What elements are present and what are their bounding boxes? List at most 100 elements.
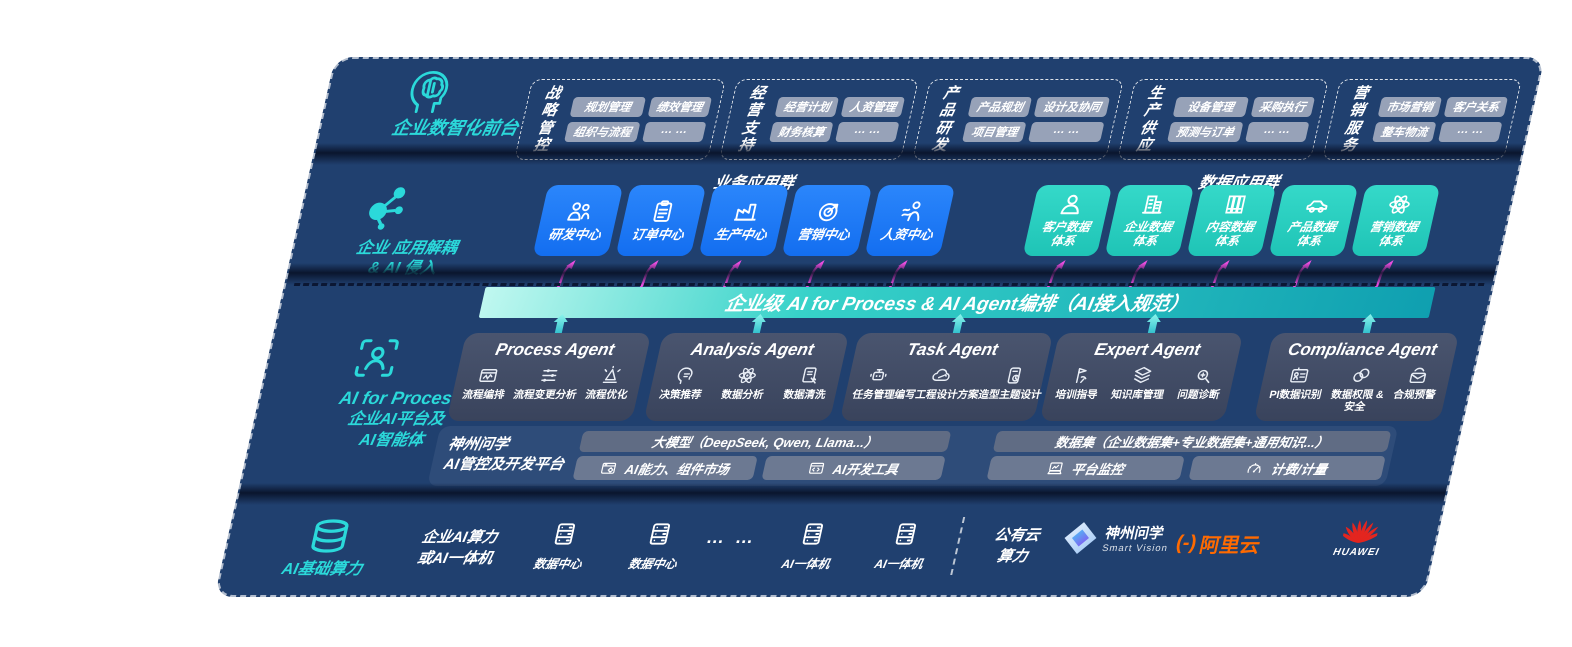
group-title: 营销 服务 <box>1333 85 1377 154</box>
chip: 市场营销 <box>1377 97 1443 117</box>
agent-capability: 合规预警 <box>1392 365 1442 401</box>
group-chips: 经营计划 人资管理 财务核算 … … <box>769 97 906 142</box>
business-app-row: 研发中心 订单中心 生产中心 营销中心 人资中心 <box>532 185 956 256</box>
group-strategy: 战略 管控 规划管理 绩效管理 组织与流程 … … <box>513 79 726 160</box>
data-box-label: 客户数据 <box>1040 220 1092 235</box>
capability-label: 问题诊断 <box>1176 389 1221 401</box>
capability-label: 决策推荐 <box>658 389 703 401</box>
group-title-line: 生产 <box>1142 85 1166 120</box>
group-chips: 市场营销 客户关系 整车物流 … … <box>1372 97 1509 142</box>
group-title-line: 供应 <box>1134 119 1158 154</box>
cell-label: 平台监控 <box>1069 461 1126 477</box>
group-title-line: 战略 <box>539 85 563 120</box>
ai-appliance-node: AI一体机 <box>859 519 947 572</box>
chip: 人资管理 <box>840 97 906 117</box>
group-title-line: 管控 <box>531 119 555 154</box>
data-box-label: 内容数据 <box>1204 220 1256 235</box>
data-box-label: 体系 <box>1295 234 1323 248</box>
agent-title: Expert Agent <box>1092 340 1203 359</box>
data-box-product: 产品数据 体系 <box>1268 185 1359 256</box>
process-agent-panel: Process Agent 流程编排 流程变更分析 流程优化 <box>446 333 652 421</box>
app-layer-label-line: & AI 侵入 <box>366 260 439 277</box>
architecture-diagram: 企业数智化前台 战略 管控 规划管理 绩效管理 组织与流程 … … 经营 支持 <box>214 57 1546 597</box>
cell-label: 计费/计量 <box>1269 461 1329 477</box>
model-header: 大模型（DeepSeek, Qwen, Llama...） <box>578 431 952 452</box>
node-label: 数据中心 <box>627 557 679 571</box>
compliance-agent-panel: Compliance Agent PI数据识别 数据权限 & 安全 合规预警 <box>1253 333 1460 421</box>
group-product: 产品 研发 产品规划 设计及协同 项目管理 … … <box>912 79 1124 160</box>
chip: 产品规划 <box>967 97 1033 117</box>
team-icon <box>567 201 593 221</box>
app-box-label: 研发中心 <box>547 226 603 242</box>
capability-label: 培训指导 <box>1054 389 1099 401</box>
chip: 组织与流程 <box>564 122 641 142</box>
platform-monitor-cell: 平台监控 <box>986 456 1185 480</box>
ai-dev-tools-cell: AI开发工具 <box>760 456 946 480</box>
agent-capability: 流程编排 <box>461 365 511 401</box>
robot-icon <box>868 368 888 381</box>
group-title: 生产 供应 <box>1128 85 1172 154</box>
group-title-line: 营销 <box>1347 85 1371 120</box>
flow-icon <box>478 368 498 383</box>
app-box-hr-center: 人资中心 <box>864 185 956 256</box>
customer-icon <box>1059 194 1083 215</box>
group-title: 经营 支持 <box>730 85 774 154</box>
data-app-row: 客户数据 体系 企业数据 体系 内容数据 体系 <box>1022 185 1441 256</box>
node-label: 数据中心 <box>532 557 584 571</box>
brain-icon <box>406 70 452 114</box>
agent-capability: 流程优化 <box>584 365 634 401</box>
agent-capability: 数据清洗 <box>782 365 832 401</box>
cloud-edit-icon <box>931 368 951 381</box>
sliders-icon <box>540 368 558 383</box>
app-layer-label-line: 企业 应用解耦 <box>354 240 459 257</box>
diagnosis-icon <box>1195 369 1212 384</box>
app-box-label: 人资中心 <box>879 226 935 242</box>
group-title: 产品 研发 <box>923 85 967 154</box>
ai-capability-market-cell: AI能力、组件市场 <box>572 456 758 480</box>
agent-capability: 编写工程设计方案 <box>893 365 985 401</box>
group-title-line: 研发 <box>930 119 953 154</box>
molecule-icon <box>363 185 410 232</box>
chip: … … <box>835 122 900 142</box>
diamond-logo-icon <box>1064 522 1097 554</box>
app-box-marketing-center: 营销中心 <box>781 185 873 256</box>
analysis-agent-panel: Analysis Agent 决策推荐 数据分析 数据清洗 <box>643 333 850 421</box>
data-box-label: 产品数据 <box>1286 220 1338 235</box>
compute-label-line: 或AI一体机 <box>415 550 495 567</box>
billing-metering-cell: 计费/计量 <box>1187 456 1386 480</box>
app-box-rd-center: 研发中心 <box>532 185 624 256</box>
database-icon <box>310 519 350 553</box>
data-box-label: 企业数据 <box>1122 220 1174 235</box>
group-title-line: 产品 <box>937 85 961 120</box>
agent-title: Process Agent <box>493 340 617 359</box>
factory-icon <box>733 203 760 221</box>
chip: 设备管理 <box>1172 97 1249 117</box>
training-icon <box>1075 367 1089 384</box>
enterprise-compute-label: 企业AI算力 或AI一体机 <box>386 527 529 569</box>
capability-label: 数据权限 & 安全 <box>1329 389 1385 414</box>
id-card-icon <box>1290 367 1310 383</box>
datacenter-node: 数据中心 <box>518 519 606 572</box>
data-box-marketing: 营销数据 体系 <box>1350 185 1441 256</box>
chip: 经营计划 <box>774 97 840 117</box>
app-box-production-center: 生产中心 <box>698 185 790 256</box>
agent-capability: 问题诊断 <box>1176 365 1226 401</box>
group-marketing: 营销 服务 市场营销 客户关系 整车物流 … … <box>1321 79 1523 160</box>
data-box-label: 体系 <box>1131 234 1159 248</box>
capability-label: 流程编排 <box>461 389 506 401</box>
group-operation: 经营 支持 经营计划 人资管理 财务核算 … … <box>718 79 920 160</box>
agent-title: Task Agent <box>905 340 1000 359</box>
chip: … … <box>641 122 707 142</box>
target-icon <box>817 202 840 221</box>
order-icon <box>653 199 674 222</box>
monitor-icon <box>1047 461 1064 474</box>
capability-label: 数据清洗 <box>782 389 827 401</box>
app-box-label: 生产中心 <box>713 226 769 242</box>
vendor-name: HUAWEI <box>1332 547 1381 558</box>
dashed-divider <box>950 517 966 575</box>
alibaba-mark-icon: (-) <box>1173 532 1199 554</box>
vendor-subtitle: Smart Vision <box>1100 543 1170 554</box>
alert-icon <box>1409 367 1428 384</box>
capability-label: 流程优化 <box>584 389 629 401</box>
gauge-icon <box>1247 462 1263 473</box>
